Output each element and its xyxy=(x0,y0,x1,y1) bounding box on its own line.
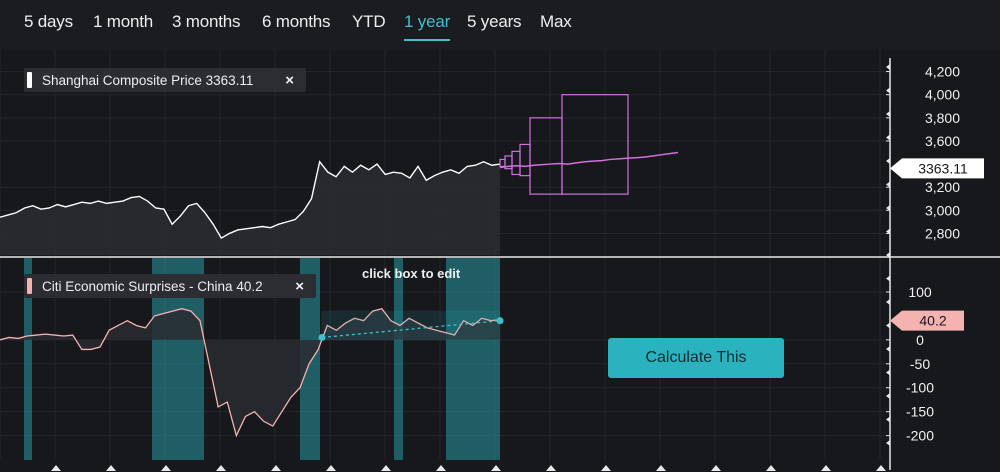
tab-5-days[interactable]: 5 days xyxy=(24,12,73,31)
x-axis-marker xyxy=(161,465,171,471)
tab-6-months[interactable]: 6 months xyxy=(262,12,331,31)
edit-hint: click box to edit xyxy=(362,266,461,281)
time-range-tabs: 5 days 1 month 3 months 6 months YTD 1 y… xyxy=(0,0,1000,50)
y-tick-label: 3,800 xyxy=(925,110,960,126)
x-axis-marker xyxy=(491,465,501,471)
axis-marker xyxy=(886,134,890,141)
y-tick-label: -100 xyxy=(906,380,934,396)
price-legend-label: Shanghai Composite Price 3363.11 xyxy=(42,72,254,88)
surprise-legend-label: Citi Economic Surprises - China 40.2 xyxy=(42,278,263,294)
y-tick-label: 3,600 xyxy=(925,133,960,149)
axis-marker xyxy=(886,393,890,399)
tab-5-years[interactable]: 5 years xyxy=(467,12,522,31)
x-axis-marker xyxy=(876,465,886,471)
trend-start-handle xyxy=(318,333,326,341)
axis-marker xyxy=(886,369,890,376)
y-tick-label: -200 xyxy=(906,428,934,444)
forecast-box xyxy=(499,158,506,167)
axis-marker xyxy=(886,252,890,258)
axis-marker xyxy=(886,440,890,446)
calculate-button[interactable]: Calculate This xyxy=(608,338,784,378)
last-price-label: 3363.11 xyxy=(918,160,968,176)
x-axis-marker xyxy=(381,465,391,471)
axis-marker xyxy=(886,322,890,329)
x-axis-marker xyxy=(51,465,61,471)
surprise-area xyxy=(0,308,500,436)
price-legend-close-icon[interactable]: × xyxy=(285,71,294,89)
x-axis-marker xyxy=(326,465,336,471)
highlight-band xyxy=(24,258,32,460)
x-axis-marker xyxy=(821,465,831,471)
axis-marker xyxy=(886,416,890,423)
axis-marker xyxy=(886,64,890,70)
axis-marker xyxy=(886,111,890,117)
last-value-label: 40.2 xyxy=(919,313,946,329)
y-tick-label: 0 xyxy=(916,332,924,348)
tab-ytd[interactable]: YTD xyxy=(352,12,386,31)
axis-marker xyxy=(886,158,890,164)
axis-marker xyxy=(886,275,890,282)
price-area xyxy=(0,161,500,255)
price-line xyxy=(0,160,501,240)
trend-end-handle xyxy=(496,317,504,325)
axis-marker xyxy=(886,346,890,352)
forecast-line xyxy=(499,151,679,169)
highlight-band xyxy=(446,258,500,460)
tab-3-months[interactable]: 3 months xyxy=(172,12,241,31)
x-axis-marker xyxy=(766,465,776,471)
last-value-marker xyxy=(890,310,964,331)
axis-marker xyxy=(886,181,890,188)
x-axis-marker xyxy=(106,465,116,471)
surprise-line xyxy=(0,307,501,438)
y-tick-label: 100 xyxy=(908,284,932,300)
axis-marker xyxy=(886,299,890,305)
x-axis-marker xyxy=(436,465,446,471)
highlight-band xyxy=(394,258,403,460)
y-tick-label: 3,000 xyxy=(925,202,960,218)
tab-1-year[interactable]: 1 year xyxy=(404,12,451,41)
y-tick-label: 4,000 xyxy=(925,87,960,103)
x-axis-marker xyxy=(601,465,611,471)
forecast-box xyxy=(519,143,531,177)
surprise-legend[interactable]: Citi Economic Surprises - China 40.2 × xyxy=(24,274,316,298)
surprise-legend-close-icon[interactable]: × xyxy=(295,277,304,295)
y-tick-label: 4,200 xyxy=(925,64,960,80)
x-axis-marker xyxy=(216,465,226,471)
chart-area[interactable]: 4,200 4,000 3,800 3,600 3,200 3,000 2,800 3363.… xyxy=(0,50,1000,472)
axis-marker xyxy=(886,205,890,211)
axis-marker xyxy=(886,87,890,94)
y-tick-label: -150 xyxy=(906,404,934,420)
price-legend-swatch xyxy=(27,72,32,88)
x-axis-marker xyxy=(656,465,666,471)
axis-marker xyxy=(886,228,890,235)
last-price-marker xyxy=(890,158,984,179)
x-axis-marker xyxy=(271,465,281,471)
y-tick-label: 2,800 xyxy=(925,225,960,241)
tab-1-month[interactable]: 1 month xyxy=(93,12,154,31)
x-axis-marker xyxy=(711,465,721,471)
tab-max[interactable]: Max xyxy=(540,12,572,31)
y-tick-label: -50 xyxy=(910,356,930,372)
surprise-legend-swatch xyxy=(27,278,32,294)
y-tick-label: 3,200 xyxy=(925,179,960,195)
x-axis-marker xyxy=(546,465,556,471)
selection-box xyxy=(321,310,501,341)
forecast-box xyxy=(529,117,563,195)
forecast-box xyxy=(561,94,629,195)
forecast-box xyxy=(511,150,521,176)
price-legend[interactable]: Shanghai Composite Price 3363.11 × xyxy=(24,68,306,92)
